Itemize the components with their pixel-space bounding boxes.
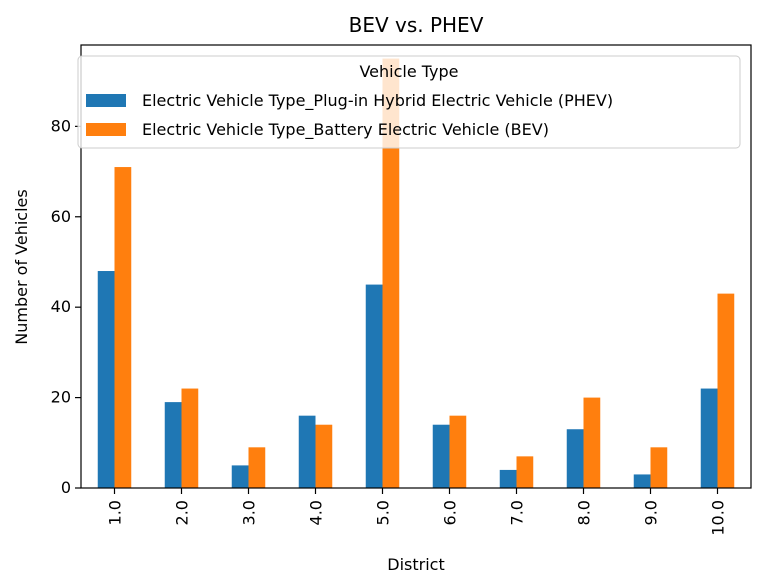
- bar-bev-10.0: [717, 293, 735, 488]
- bar-bev-4.0: [315, 424, 333, 488]
- chart-title: BEV vs. PHEV: [349, 13, 484, 37]
- legend-swatch-bev: [86, 123, 126, 136]
- bar-phev-3.0: [231, 465, 249, 488]
- y-tick-label: 60: [51, 207, 71, 226]
- bar-bev-9.0: [650, 447, 668, 488]
- x-tick-label: 2.0: [173, 500, 192, 525]
- bar-bev-7.0: [516, 456, 534, 488]
- legend-title: Vehicle Type: [359, 62, 458, 81]
- x-tick-label: 4.0: [307, 500, 326, 525]
- bar-phev-9.0: [633, 474, 651, 488]
- x-tick-label: 9.0: [642, 500, 661, 525]
- plot-area: [97, 58, 735, 489]
- bar-bev-1.0: [114, 167, 132, 488]
- legend-label-bev: Electric Vehicle Type_Battery Electric V…: [142, 120, 549, 140]
- bar-phev-10.0: [700, 388, 718, 488]
- bar-phev-5.0: [365, 284, 383, 488]
- bar-phev-7.0: [499, 469, 517, 488]
- y-tick-label: 0: [61, 478, 71, 497]
- y-tick-label: 40: [51, 297, 71, 316]
- x-tick-label: 3.0: [240, 500, 259, 525]
- y-tick-label: 80: [51, 116, 71, 135]
- bar-bev-2.0: [181, 388, 199, 488]
- x-axis: 1.0 2.0 3.0 4.0 5.0 6.0 7.0 8.0 9.0 10.0: [106, 488, 728, 536]
- bar-bev-6.0: [449, 415, 467, 488]
- y-axis-label: Number of Vehicles: [12, 189, 31, 344]
- x-tick-label: 6.0: [441, 500, 460, 525]
- x-tick-label: 5.0: [374, 500, 393, 525]
- bar-bev-3.0: [248, 447, 266, 488]
- y-axis: 0 20 40 60 80: [51, 116, 81, 497]
- legend-label-phev: Electric Vehicle Type_Plug-in Hybrid Ele…: [142, 91, 613, 111]
- y-tick-label: 20: [51, 388, 71, 407]
- bar-phev-8.0: [566, 429, 584, 488]
- x-tick-label: 10.0: [709, 500, 728, 536]
- bar-phev-6.0: [432, 424, 450, 488]
- legend: Vehicle Type Electric Vehicle Type_Plug-…: [77, 55, 741, 149]
- plot-frame: [80, 44, 752, 489]
- x-tick-label: 1.0: [106, 500, 125, 525]
- legend-box: [77, 55, 741, 149]
- x-tick-label: 8.0: [575, 500, 594, 525]
- legend-swatch-phev: [86, 94, 126, 107]
- x-axis-label: District: [387, 555, 444, 574]
- bar-phev-1.0: [97, 271, 115, 488]
- bar-phev-4.0: [298, 415, 316, 488]
- bar-bev-8.0: [583, 397, 601, 488]
- x-tick-label: 7.0: [508, 500, 527, 525]
- bar-phev-2.0: [164, 402, 182, 488]
- bar-bev-5.0: [382, 58, 400, 489]
